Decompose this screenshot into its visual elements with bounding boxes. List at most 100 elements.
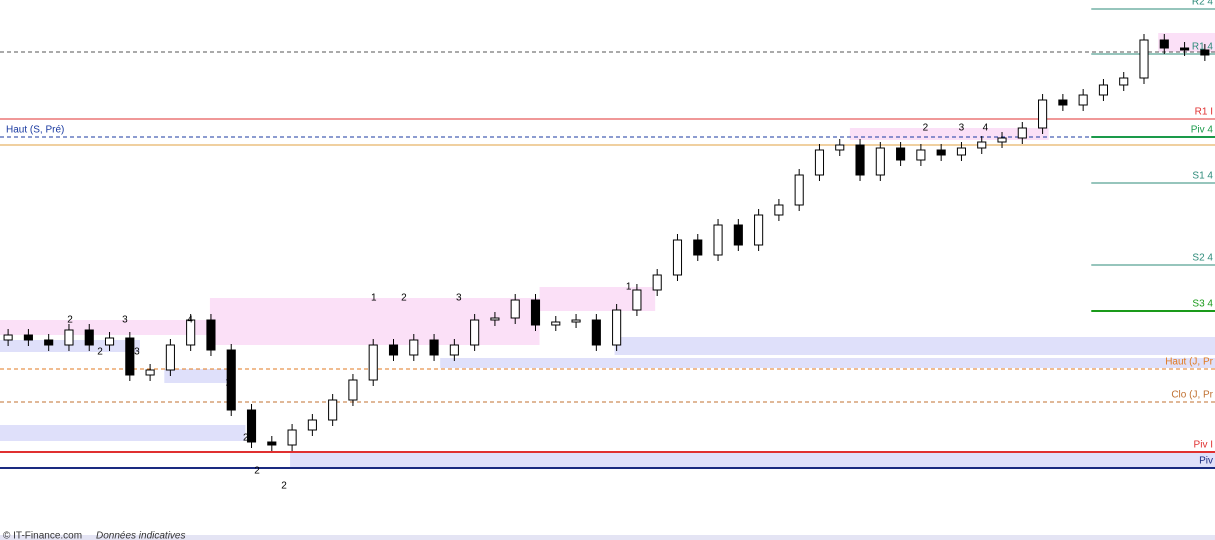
candle-body [429,339,439,356]
annotation: 2 [67,315,73,326]
level-label: Piv [1199,456,1213,467]
zone [614,337,1215,355]
candle-body [64,329,74,346]
annotation: 2 [97,347,103,358]
candle-body [510,299,520,319]
level-label: S2 4 [1192,253,1213,264]
candle-body [713,224,723,256]
candle-body [997,137,1007,143]
annotation: 3 [456,293,462,304]
candle-body [591,319,601,346]
footer-source: © IT-Finance.com [3,531,82,540]
candle-body [936,149,946,156]
annotation: 2 [254,466,260,477]
candle-body [246,409,257,443]
level-label: Haut (J, Pr [1165,357,1213,368]
candle-body [348,379,358,401]
candle-body [388,344,399,356]
candle-body [733,224,743,246]
zone [1158,33,1215,52]
zone [440,358,1215,368]
candle-body [571,319,581,323]
annotation: 3 [959,123,965,134]
candle-body [44,339,54,346]
candle-body [530,299,541,326]
zone [0,340,140,352]
candle-body [855,144,865,176]
zone [290,453,1215,468]
candle-body [145,369,155,376]
annotation: 4 [983,123,989,134]
candle-body [632,289,642,311]
candle-body [612,309,622,346]
candle-body [267,441,277,446]
annotation: 3 [122,315,128,326]
annotation: 2 [923,123,929,134]
level-label: S1 4 [1192,171,1213,182]
candle-body [1200,49,1210,56]
annotation: 1 [626,282,632,293]
candle-body [551,321,561,326]
candle-body [449,344,459,356]
candle-body [1058,99,1068,106]
candle-body [409,339,419,356]
zone [209,298,540,345]
plot: R2 4 R1 4 R1 I Haut (S, Pré) Piv 4 S1 4 S2 4 S3… [0,0,1215,492]
candle-body [490,317,500,321]
zone [0,425,246,441]
candle-body [368,344,378,381]
candle-body [1180,47,1190,51]
annotation: 2 [401,293,407,304]
zone [164,369,230,383]
candle-body [84,329,94,346]
annotation: 4 [187,315,193,326]
candle-body [287,429,297,446]
candle-body [956,147,967,156]
candle-body [916,149,926,161]
candle-body [1139,39,1149,79]
candle-body [226,349,236,411]
candle-body [328,399,338,421]
candle-body [835,144,845,151]
candle-body [794,174,804,206]
candle-body [977,141,987,149]
candle-body [23,334,33,341]
footer-note: Données indicatives [96,531,186,540]
candle-body [896,147,906,161]
candle-body [652,274,662,291]
candle-body [1159,39,1169,49]
candle-body [774,204,784,216]
candle-body [307,419,317,431]
level-label: R1 4 [1192,42,1214,53]
annotation: 3 [134,347,140,358]
candle-body [875,147,885,176]
candle-body [814,149,825,176]
candle-body [125,337,135,376]
annotation: 2 [281,481,287,492]
annotation: 1 [371,293,377,304]
candle-body [754,214,764,246]
candle-body [693,239,703,256]
level-label: Piv I [1194,440,1213,451]
candle-body [104,337,115,346]
candle-body [1098,84,1108,96]
candle-body [1017,127,1027,139]
candle-body [672,239,683,276]
candle-body [165,344,175,371]
candle-body [1038,99,1048,129]
level-label: Piv 4 [1191,125,1214,136]
candle-body [1119,77,1129,86]
level-label: R1 I [1195,107,1213,118]
candle-body [1078,94,1088,106]
candle-body [3,334,13,341]
candle-body [186,319,196,346]
level-label: S3 4 [1192,299,1213,310]
level-label: R2 4 [1192,0,1214,8]
candle-body [206,319,216,351]
footer-band [0,535,1215,540]
zone [0,320,210,335]
annotation: 1 [225,378,231,389]
level-label: Clo (J, Pr [1171,390,1213,401]
